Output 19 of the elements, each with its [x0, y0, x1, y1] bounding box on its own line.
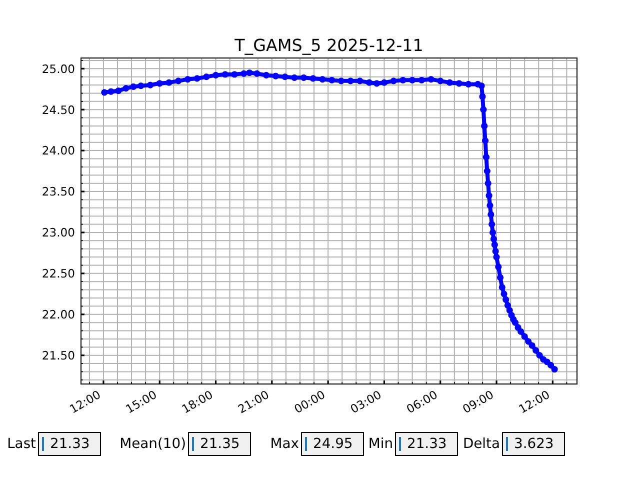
text: Max [270, 435, 299, 454]
y-tick-label: 24.50 [42, 102, 75, 117]
y-tick-label: 25.00 [42, 62, 75, 76]
y-tick-label: 23.50 [42, 184, 75, 199]
text: Delta [462, 435, 500, 454]
text-field: 21.33 [38, 432, 101, 456]
text-field: 3.623 [502, 432, 565, 456]
text: Last [7, 435, 36, 454]
chart-title: T_GAMS_5 2025-12-11 [234, 36, 424, 55]
text-field: 21.35 [188, 432, 251, 456]
y-tick-label: 24.00 [42, 144, 75, 158]
y-tick-label: 22.00 [42, 308, 75, 322]
text-field: 21.33 [395, 432, 458, 456]
text: Mean(10) [120, 435, 186, 454]
text: Min [368, 435, 393, 454]
y-tick-label: 22.50 [42, 266, 75, 281]
y-tick-label: 21.50 [42, 348, 75, 362]
text-field: 24.95 [301, 432, 364, 456]
y-tick-label: 23.00 [42, 226, 75, 240]
